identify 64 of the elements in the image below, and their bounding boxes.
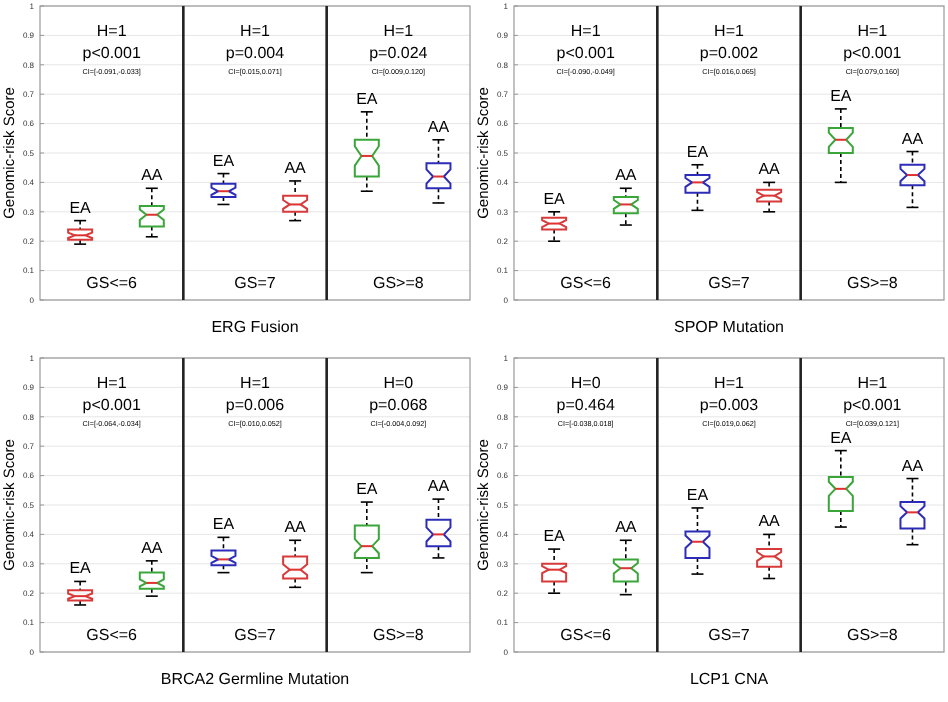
annotation: p=0.003 [699,396,760,414]
annotation: p=0.002 [699,44,760,62]
annotation: GS=7 [234,274,277,292]
x-axis-title: LCP1 CNA [689,670,770,688]
x-tick-label: AA [901,456,925,475]
x-tick-label: AA [615,518,638,537]
annotation: GS<=6 [86,274,139,292]
x-tick-label: AA [284,158,308,177]
annotation: p=0.006 [225,396,286,414]
annotation: H=1 [857,22,889,40]
annotation: H=1 [570,22,602,40]
annotation: H=1 [240,374,271,392]
x-tick-label: EA [212,515,236,534]
x-tick-label: AA [141,166,164,185]
annotation: GS<=6 [86,626,139,644]
annotation: p<0.001 [843,396,903,414]
x-tick-label: AA [284,518,308,537]
x-tick-label: AA [427,477,451,496]
x-axis-title: BRCA2 Germline Mutation [160,670,350,688]
x-tick-label: AA [615,166,638,185]
x-tick-label: EA [686,142,710,161]
x-tick-label: AA [141,538,164,557]
annotation: GS<=6 [560,626,613,644]
annotation: p<0.001 [843,44,903,62]
x-axis-title: SPOP Mutation [674,318,784,336]
x-axis-title: ERG Fusion [211,318,299,336]
annotation: p=0.024 [369,44,429,62]
annotation: H=0 [383,374,415,392]
x-tick-label: EA [686,485,710,504]
annotation: p<0.001 [82,44,142,62]
x-tick-label: EA [830,428,853,447]
x-tick-label: AA [901,129,925,148]
x-tick-label: AA [758,512,782,531]
annotation: H=0 [570,374,602,392]
annotation: p<0.001 [82,396,142,414]
annotation: GS>=8 [846,274,899,292]
annotation: H=1 [383,22,415,40]
annotation: GS<=6 [560,274,613,292]
annotation: H=1 [96,22,128,40]
x-tick-label: EA [69,198,93,217]
x-tick-label: EA [356,89,379,108]
x-tick-label: EA [543,527,567,546]
annotation: GS>=8 [846,626,899,644]
x-tick-label: EA [543,189,567,208]
x-tick-label: EA [356,480,379,499]
annotation: GS>=8 [372,274,425,292]
annotation: GS=7 [708,274,751,292]
x-tick-label: AA [758,160,782,179]
annotation: H=1 [857,374,889,392]
annotation: GS=7 [708,626,751,644]
x-tick-label: EA [69,559,93,578]
annotation: H=1 [714,22,745,40]
annotation: p<0.001 [556,44,616,62]
annotation: GS>=8 [372,626,425,644]
x-tick-label: EA [212,151,236,170]
annotation: p=0.068 [369,396,429,414]
annotation: p=0.464 [556,396,616,414]
annotation: H=1 [96,374,128,392]
x-tick-label: AA [427,117,451,136]
x-tick-label: EA [830,86,853,105]
annotation: H=1 [714,374,745,392]
annotation: p=0.004 [225,44,286,62]
annotation: GS=7 [234,626,277,644]
annotation: H=1 [240,22,271,40]
